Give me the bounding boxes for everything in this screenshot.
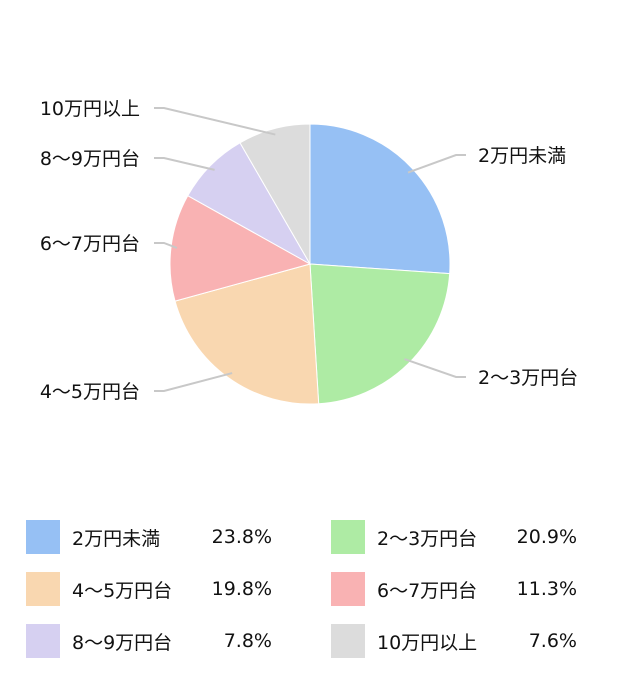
pie-slice [239,123,311,266]
legend: 2万円未満 23.8% 2〜3万円台 20.9% 4〜5万円台 19.8% 6〜… [26,520,596,658]
leader-line [407,154,466,174]
legend-value: 7.6% [528,630,577,652]
legend-label: 2万円未満 [72,527,161,550]
leader-line [154,107,276,136]
legend-label: 4〜5万円台 [72,579,173,602]
legend-label: 2〜3万円台 [377,527,478,550]
slice-label: 2〜3万円台 [478,367,578,389]
leader-line [154,157,215,171]
pie-slice [309,123,451,275]
legend-value: 20.9% [516,526,577,548]
legend-value: 11.3% [516,578,577,600]
legend-item: 8〜9万円台 7.8% [26,624,291,658]
leader-line [154,372,233,392]
legend-item: 2万円未満 23.8% [26,520,291,554]
pie-chart: 2万円未満 2〜3万円台 4〜5万円台 6〜7万円台 8〜9万円台 10万円以上 [40,98,578,405]
pie-slice [169,194,312,302]
legend-value: 7.8% [223,630,272,652]
slice-label: 4〜5万円台 [40,381,140,403]
slice-label: 10万円以上 [40,98,140,120]
legend-swatch [331,520,365,554]
pie-slice [174,263,320,405]
legend-label: 6〜7万円台 [377,579,478,602]
legend-swatch [26,624,60,658]
slice-label: 8〜9万円台 [40,148,140,170]
legend-item: 10万円以上 7.6% [331,624,596,658]
legend-item: 2〜3万円台 20.9% [331,520,596,554]
pie-slice [309,263,451,405]
legend-value: 19.8% [211,578,272,600]
legend-label: 8〜9万円台 [72,631,173,654]
legend-swatch [26,520,60,554]
legend-value: 23.8% [211,526,272,548]
legend-swatch [26,572,60,606]
legend-item: 4〜5万円台 19.8% [26,572,291,606]
legend-label: 10万円以上 [377,631,478,654]
slice-label: 2万円未満 [478,145,566,167]
pie-chart-area: 2万円未満 2〜3万円台 4〜5万円台 6〜7万円台 8〜9万円台 10万円以上 [40,98,578,405]
legend-swatch [331,572,365,606]
legend-swatch [331,624,365,658]
slice-label: 6〜7万円台 [40,233,140,255]
legend-item: 6〜7万円台 11.3% [331,572,596,606]
leader-line [154,242,178,249]
leader-line [404,358,466,378]
